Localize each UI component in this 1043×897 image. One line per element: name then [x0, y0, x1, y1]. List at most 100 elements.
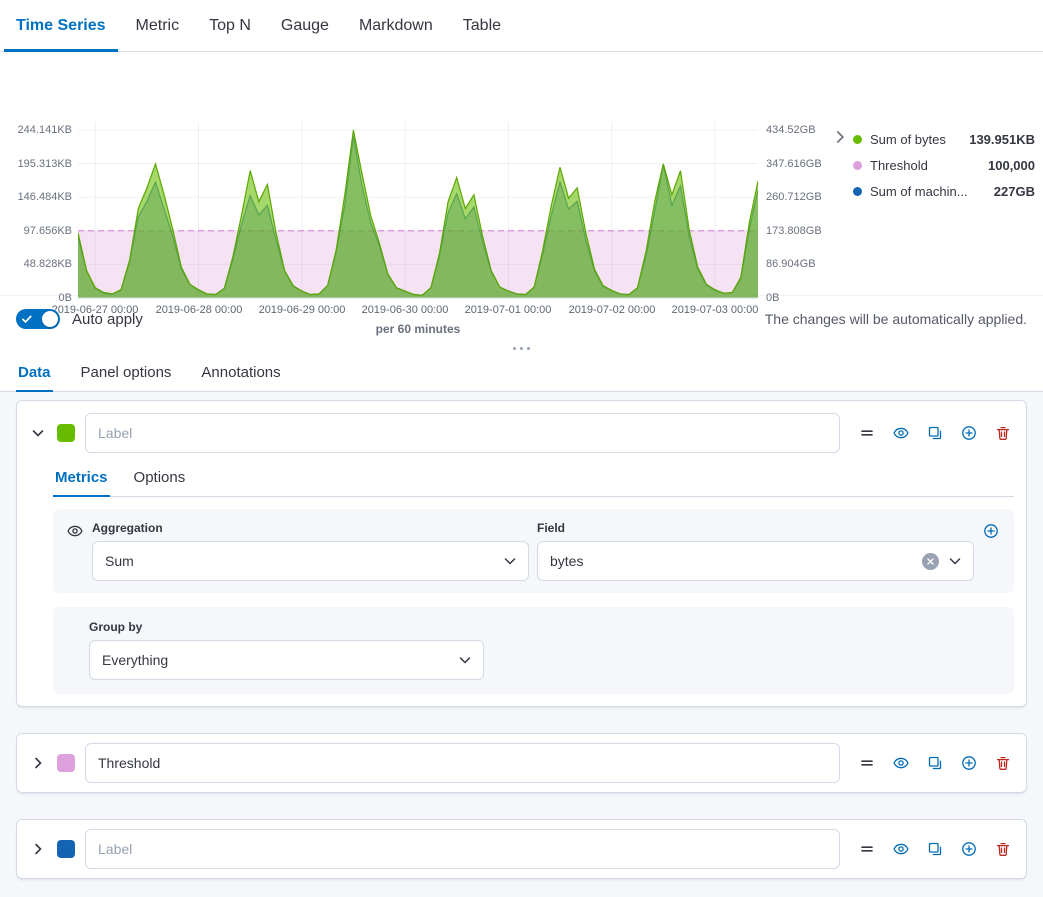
series-color-swatch[interactable]	[57, 754, 75, 772]
series-expand-chevron-right-icon[interactable]	[29, 754, 47, 772]
tab-panel-options[interactable]: Panel options	[79, 354, 174, 391]
x-axis-tick: 2019-06-30 00:00	[361, 304, 449, 316]
clone-series-icon[interactable]	[926, 840, 944, 858]
y-axis-tick-left: 195.313KB	[17, 158, 72, 170]
tab-metrics[interactable]: Metrics	[53, 461, 110, 497]
legend-series-value: 139.951KB	[969, 131, 1035, 147]
metric-fields: Aggregation Sum Field bytes	[92, 521, 974, 581]
series-list: Metrics Options Aggregation Sum	[0, 392, 1043, 897]
legend-series-label: Threshold	[870, 157, 928, 173]
field-label: Field	[537, 521, 566, 535]
tab-options[interactable]: Options	[132, 461, 188, 496]
group-by-label: Group by	[89, 620, 143, 634]
aggregation-label: Aggregation	[92, 521, 163, 535]
legend-series-value: 227GB	[993, 183, 1035, 199]
legend-series-dot	[853, 186, 862, 196]
y-axis-tick-left: 146.484KB	[17, 191, 72, 203]
auto-apply-toggle[interactable]	[16, 309, 60, 329]
chevron-down-icon	[504, 558, 516, 565]
series-panel-2	[16, 733, 1027, 793]
toggle-series-visibility-eye-icon[interactable]	[892, 424, 910, 442]
y-axis-tick-left: 97.656KB	[23, 225, 72, 237]
series-header	[29, 829, 1014, 869]
tab-data[interactable]: Data	[16, 354, 53, 392]
field-select[interactable]: bytes	[537, 541, 974, 581]
x-axis-tick: 2019-06-27 00:00	[51, 304, 139, 316]
tab-markdown[interactable]: Markdown	[347, 0, 445, 51]
series-label-input[interactable]	[85, 743, 840, 783]
delete-series-trash-icon[interactable]	[994, 424, 1012, 442]
add-series-icon[interactable]	[960, 754, 978, 772]
auto-apply-label: Auto apply	[72, 310, 143, 328]
time-series-chart	[78, 122, 758, 299]
tab-table[interactable]: Table	[451, 0, 513, 51]
chevron-down-icon	[459, 657, 471, 664]
legend-collapse-chevron-icon[interactable]	[831, 128, 849, 146]
group-by-select[interactable]: Everything	[89, 640, 484, 680]
series-actions	[858, 424, 1012, 442]
y-axis-tick-left: 244.141KB	[17, 124, 72, 136]
series-color-swatch[interactable]	[57, 840, 75, 858]
visualization-type-tabs: Time Series Metric Top N Gauge Markdown …	[0, 0, 1043, 52]
x-axis-tick: 2019-07-02 00:00	[568, 304, 656, 316]
group-by-row: Group by Everything	[53, 607, 1014, 694]
toggle-series-visibility-eye-icon[interactable]	[892, 840, 910, 858]
clear-field-icon[interactable]	[922, 552, 939, 570]
field-value: bytes	[550, 553, 584, 569]
group-by-value: Everything	[102, 652, 169, 668]
series-subtabs: Metrics Options	[53, 461, 1014, 497]
aggregation-value: Sum	[105, 553, 134, 569]
clone-series-icon[interactable]	[926, 754, 944, 772]
metric-visibility-eye-icon[interactable]	[66, 522, 84, 540]
tab-top-n[interactable]: Top N	[197, 0, 263, 51]
y-axis-tick-right: 86.904GB	[766, 258, 816, 270]
tab-annotations[interactable]: Annotations	[199, 354, 282, 391]
toggle-knob	[42, 311, 58, 327]
drag-handle-icon[interactable]	[858, 840, 876, 858]
drag-handle-icon[interactable]	[858, 424, 876, 442]
series-actions	[858, 840, 1012, 858]
delete-series-trash-icon[interactable]	[994, 754, 1012, 772]
legend-series-dot	[853, 160, 862, 170]
auto-apply-row: Auto apply The changes will be automatic…	[0, 296, 1043, 342]
y-axis-tick-right: 0B	[766, 292, 780, 304]
chart-legend: Sum of bytes 139.951KB Threshold 100,000…	[853, 126, 1035, 204]
series-panel-3	[16, 819, 1027, 879]
y-axis-tick-left: 0B	[58, 292, 72, 304]
series-color-swatch[interactable]	[57, 424, 75, 442]
toggle-series-visibility-eye-icon[interactable]	[892, 754, 910, 772]
y-axis-tick-right: 434.52GB	[766, 124, 816, 136]
series-header	[29, 413, 1014, 453]
legend-series-dot	[853, 134, 862, 144]
series-actions	[858, 754, 1012, 772]
resize-handle[interactable]	[0, 342, 1043, 354]
legend-series-label: Sum of machin...	[870, 183, 968, 199]
legend-item-threshold[interactable]: Threshold 100,000	[853, 152, 1035, 178]
tab-time-series[interactable]: Time Series	[4, 0, 118, 52]
time-series-chart-panel: per 60 minutes Sum of bytes 139.951KB Th…	[0, 52, 1043, 336]
editor-tabs: Data Panel options Annotations	[0, 354, 1043, 392]
chevron-down-icon	[949, 558, 961, 565]
series-label-input[interactable]	[85, 829, 840, 869]
clone-series-icon[interactable]	[926, 424, 944, 442]
series-expand-chevron-right-icon[interactable]	[29, 840, 47, 858]
series-label-input[interactable]	[85, 413, 840, 453]
tab-gauge[interactable]: Gauge	[269, 0, 341, 51]
legend-item-sum-of-machine-ram[interactable]: Sum of machin... 227GB	[853, 178, 1035, 204]
y-axis-tick-right: 347.616GB	[766, 158, 822, 170]
series-collapse-chevron-down-icon[interactable]	[29, 424, 47, 442]
add-series-icon[interactable]	[960, 840, 978, 858]
y-axis-tick-left: 48.828KB	[23, 258, 72, 270]
legend-item-sum-of-bytes[interactable]: Sum of bytes 139.951KB	[853, 126, 1035, 152]
x-axis-caption: per 60 minutes	[375, 322, 461, 336]
tab-metric[interactable]: Metric	[124, 0, 192, 51]
x-axis-tick: 2019-07-01 00:00	[464, 304, 552, 316]
auto-apply-hint: The changes will be automatically applie…	[764, 311, 1027, 327]
add-metric-icon[interactable]	[982, 522, 1000, 540]
legend-series-label: Sum of bytes	[870, 131, 946, 147]
aggregation-select[interactable]: Sum	[92, 541, 529, 581]
add-series-icon[interactable]	[960, 424, 978, 442]
drag-handle-icon[interactable]	[858, 754, 876, 772]
delete-series-trash-icon[interactable]	[994, 840, 1012, 858]
